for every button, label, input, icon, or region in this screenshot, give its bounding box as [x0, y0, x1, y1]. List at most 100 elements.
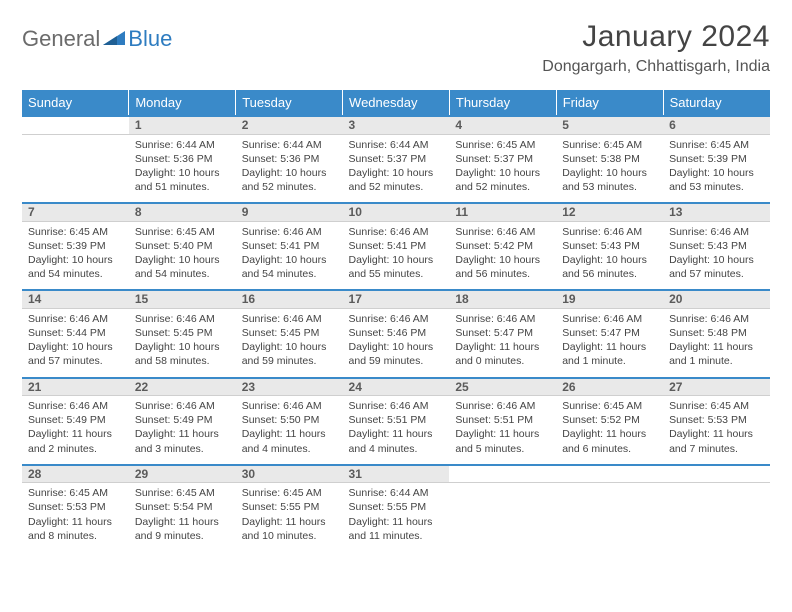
day-content-cell: Sunrise: 6:45 AMSunset: 5:38 PMDaylight:…: [556, 134, 663, 203]
day-number-row: 28293031: [22, 465, 770, 483]
sunset-line: Sunset: 5:50 PM: [242, 413, 337, 427]
day-number-cell: 6: [663, 116, 770, 134]
daylight-line: Daylight: 11 hours and 5 minutes.: [455, 427, 550, 455]
sunset-line: Sunset: 5:43 PM: [562, 239, 657, 253]
day-number-cell: 5: [556, 116, 663, 134]
daylight-line: Daylight: 10 hours and 52 minutes.: [349, 166, 444, 194]
sunrise-line: Sunrise: 6:45 AM: [28, 225, 123, 239]
header: General Blue January 2024 Dongargarh, Ch…: [22, 20, 770, 76]
sunrise-line: Sunrise: 6:44 AM: [349, 138, 444, 152]
day-number-cell: 12: [556, 203, 663, 221]
day-content-cell: Sunrise: 6:46 AMSunset: 5:41 PMDaylight:…: [236, 221, 343, 290]
sunset-line: Sunset: 5:52 PM: [562, 413, 657, 427]
day-number-cell: 14: [22, 290, 129, 308]
daylight-line: Daylight: 10 hours and 57 minutes.: [28, 340, 123, 368]
sunrise-line: Sunrise: 6:44 AM: [349, 486, 444, 500]
day-content-cell: Sunrise: 6:46 AMSunset: 5:51 PMDaylight:…: [343, 396, 450, 465]
sunrise-line: Sunrise: 6:46 AM: [349, 399, 444, 413]
day-content-row: Sunrise: 6:44 AMSunset: 5:36 PMDaylight:…: [22, 134, 770, 203]
daylight-line: Daylight: 11 hours and 11 minutes.: [349, 515, 444, 543]
logo-text-blue: Blue: [128, 26, 172, 52]
day-number-cell: 3: [343, 116, 450, 134]
daylight-line: Daylight: 10 hours and 54 minutes.: [135, 253, 230, 281]
sunset-line: Sunset: 5:37 PM: [455, 152, 550, 166]
day-content-cell: Sunrise: 6:45 AMSunset: 5:54 PMDaylight:…: [129, 483, 236, 551]
daylight-line: Daylight: 10 hours and 54 minutes.: [28, 253, 123, 281]
sunrise-line: Sunrise: 6:44 AM: [135, 138, 230, 152]
day-content-cell: Sunrise: 6:46 AMSunset: 5:45 PMDaylight:…: [129, 308, 236, 377]
day-content-cell: Sunrise: 6:46 AMSunset: 5:48 PMDaylight:…: [663, 308, 770, 377]
sunset-line: Sunset: 5:49 PM: [135, 413, 230, 427]
sunrise-line: Sunrise: 6:46 AM: [135, 312, 230, 326]
daylight-line: Daylight: 10 hours and 59 minutes.: [242, 340, 337, 368]
sunrise-line: Sunrise: 6:45 AM: [135, 225, 230, 239]
daylight-line: Daylight: 11 hours and 1 minute.: [669, 340, 764, 368]
daylight-line: Daylight: 11 hours and 3 minutes.: [135, 427, 230, 455]
day-content-cell: Sunrise: 6:44 AMSunset: 5:37 PMDaylight:…: [343, 134, 450, 203]
day-number-cell: 26: [556, 378, 663, 396]
daylight-line: Daylight: 10 hours and 52 minutes.: [455, 166, 550, 194]
daylight-line: Daylight: 11 hours and 1 minute.: [562, 340, 657, 368]
weekday-header: Friday: [556, 90, 663, 116]
day-content-cell: Sunrise: 6:44 AMSunset: 5:55 PMDaylight:…: [343, 483, 450, 551]
day-number-cell: 8: [129, 203, 236, 221]
day-number-cell: 25: [449, 378, 556, 396]
day-number-cell: 20: [663, 290, 770, 308]
daylight-line: Daylight: 11 hours and 7 minutes.: [669, 427, 764, 455]
sunset-line: Sunset: 5:51 PM: [455, 413, 550, 427]
daylight-line: Daylight: 10 hours and 52 minutes.: [242, 166, 337, 194]
sunset-line: Sunset: 5:48 PM: [669, 326, 764, 340]
day-number-cell: 30: [236, 465, 343, 483]
day-content-cell: Sunrise: 6:46 AMSunset: 5:49 PMDaylight:…: [129, 396, 236, 465]
day-number-cell: 9: [236, 203, 343, 221]
daylight-line: Daylight: 11 hours and 2 minutes.: [28, 427, 123, 455]
daylight-line: Daylight: 10 hours and 59 minutes.: [349, 340, 444, 368]
day-content-row: Sunrise: 6:45 AMSunset: 5:53 PMDaylight:…: [22, 483, 770, 551]
day-number-cell: [22, 116, 129, 134]
day-number-cell: 28: [22, 465, 129, 483]
sunset-line: Sunset: 5:36 PM: [135, 152, 230, 166]
sunrise-line: Sunrise: 6:45 AM: [455, 138, 550, 152]
daylight-line: Daylight: 10 hours and 58 minutes.: [135, 340, 230, 368]
daylight-line: Daylight: 10 hours and 53 minutes.: [669, 166, 764, 194]
daylight-line: Daylight: 11 hours and 8 minutes.: [28, 515, 123, 543]
day-number-cell: 21: [22, 378, 129, 396]
day-content-row: Sunrise: 6:46 AMSunset: 5:44 PMDaylight:…: [22, 308, 770, 377]
day-content-cell: Sunrise: 6:46 AMSunset: 5:43 PMDaylight:…: [663, 221, 770, 290]
sunrise-line: Sunrise: 6:46 AM: [349, 225, 444, 239]
day-content-cell: [449, 483, 556, 551]
day-content-cell: Sunrise: 6:46 AMSunset: 5:44 PMDaylight:…: [22, 308, 129, 377]
day-number-cell: 2: [236, 116, 343, 134]
title-block: January 2024 Dongargarh, Chhattisgarh, I…: [542, 20, 770, 76]
sunrise-line: Sunrise: 6:46 AM: [562, 225, 657, 239]
day-content-cell: Sunrise: 6:46 AMSunset: 5:49 PMDaylight:…: [22, 396, 129, 465]
weekday-header: Saturday: [663, 90, 770, 116]
day-content-cell: Sunrise: 6:46 AMSunset: 5:47 PMDaylight:…: [449, 308, 556, 377]
day-number-cell: 19: [556, 290, 663, 308]
day-content-cell: Sunrise: 6:45 AMSunset: 5:39 PMDaylight:…: [663, 134, 770, 203]
day-content-cell: Sunrise: 6:45 AMSunset: 5:40 PMDaylight:…: [129, 221, 236, 290]
sunrise-line: Sunrise: 6:46 AM: [562, 312, 657, 326]
day-number-cell: 1: [129, 116, 236, 134]
day-number-cell: 7: [22, 203, 129, 221]
sunrise-line: Sunrise: 6:46 AM: [455, 399, 550, 413]
day-content-cell: Sunrise: 6:46 AMSunset: 5:45 PMDaylight:…: [236, 308, 343, 377]
day-content-cell: Sunrise: 6:46 AMSunset: 5:51 PMDaylight:…: [449, 396, 556, 465]
day-content-cell: Sunrise: 6:45 AMSunset: 5:53 PMDaylight:…: [22, 483, 129, 551]
daylight-line: Daylight: 10 hours and 55 minutes.: [349, 253, 444, 281]
day-content-cell: Sunrise: 6:45 AMSunset: 5:37 PMDaylight:…: [449, 134, 556, 203]
logo-triangle-icon: [103, 26, 125, 52]
sunset-line: Sunset: 5:53 PM: [669, 413, 764, 427]
logo-text-general: General: [22, 26, 100, 52]
sunrise-line: Sunrise: 6:45 AM: [135, 486, 230, 500]
day-number-cell: 27: [663, 378, 770, 396]
day-number-cell: 11: [449, 203, 556, 221]
sunset-line: Sunset: 5:45 PM: [242, 326, 337, 340]
daylight-line: Daylight: 11 hours and 10 minutes.: [242, 515, 337, 543]
sunrise-line: Sunrise: 6:45 AM: [242, 486, 337, 500]
day-content-row: Sunrise: 6:46 AMSunset: 5:49 PMDaylight:…: [22, 396, 770, 465]
sunrise-line: Sunrise: 6:46 AM: [28, 399, 123, 413]
daylight-line: Daylight: 11 hours and 9 minutes.: [135, 515, 230, 543]
sunset-line: Sunset: 5:51 PM: [349, 413, 444, 427]
sunrise-line: Sunrise: 6:46 AM: [242, 399, 337, 413]
